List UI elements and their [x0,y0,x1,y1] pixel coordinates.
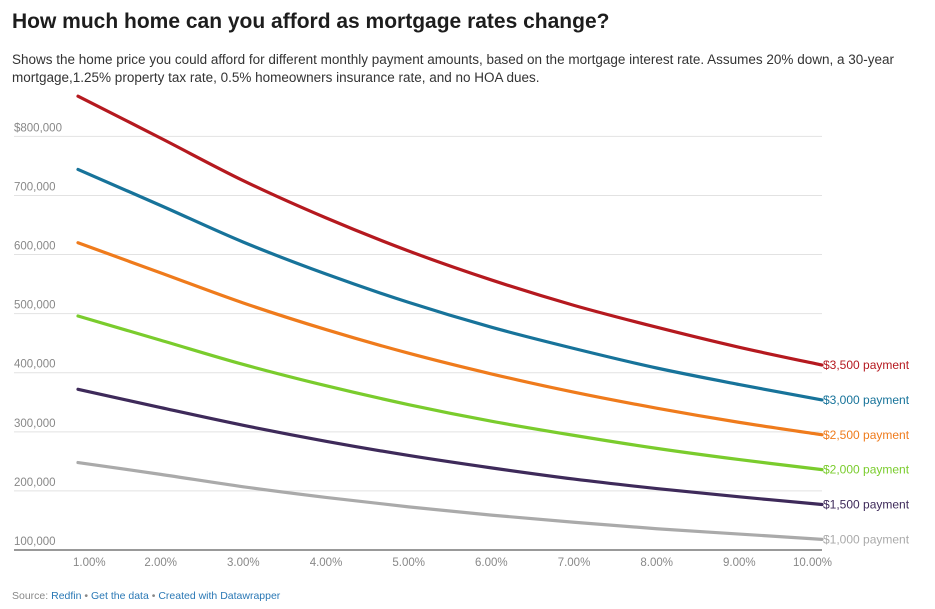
series-label: $2,500 payment [823,428,910,442]
source-link[interactable]: Redfin [51,590,82,602]
y-tick-label: $800,000 [14,122,62,134]
series-label: $3,500 payment [823,358,910,372]
series-line [76,460,824,541]
y-tick-label: 600,000 [14,241,56,253]
chart-subtitle: Shows the home price you could afford fo… [12,52,894,85]
x-tick-label: 10.00% [793,557,832,569]
x-tick-label: 3.00% [227,557,260,569]
series-line [76,241,824,437]
series-label: $1,000 payment [823,532,910,546]
series-label: $2,000 payment [823,463,910,477]
series-line [76,314,824,472]
x-tick-label: 4.00% [310,557,343,569]
grid-lines [14,135,822,551]
series-label: $1,500 payment [823,498,910,512]
series-labels: $3,500 payment $3,000 payment $2,500 payme… [823,358,910,546]
datawrapper-link[interactable]: Created with Datawrapper [158,590,281,602]
source-label: Source: [12,590,49,602]
x-tick-label: 7.00% [558,557,591,569]
x-tick-label: 2.00% [144,557,177,569]
series-lines [76,94,824,541]
y-tick-label: 400,000 [14,359,56,371]
x-axis-ticks: 1.00% 2.00% 3.00% 4.00% 5.00% 6.00% 7.00% 8.00%… [73,557,832,569]
footer-separator: • [84,590,89,602]
x-tick-label: 6.00% [475,557,508,569]
y-tick-label: 100,000 [14,536,56,548]
x-tick-label: 9.00% [723,557,756,569]
x-tick-label: 1.00% [73,557,106,569]
y-tick-label: 500,000 [14,300,56,312]
x-tick-label: 8.00% [640,557,673,569]
chart-title: How much home can you afford as mortgage… [12,10,610,33]
line-chart: 100,000 200,000 300,000 400,000 500,000 600,0… [14,94,910,569]
series-label: $3,000 payment [823,393,910,407]
y-axis-ticks: 100,000 200,000 300,000 400,000 500,000 600,0… [14,122,62,548]
series-line [76,94,824,367]
y-tick-label: 700,000 [14,181,56,193]
series-line [76,167,824,402]
footer-separator: • [151,590,156,602]
get-data-link[interactable]: Get the data [91,590,149,602]
y-tick-label: 300,000 [14,418,56,430]
series-line [76,387,824,507]
footer: Source: Redfin • Get the data • Created … [12,590,280,602]
x-tick-label: 5.00% [392,557,425,569]
y-tick-label: 200,000 [14,477,56,489]
